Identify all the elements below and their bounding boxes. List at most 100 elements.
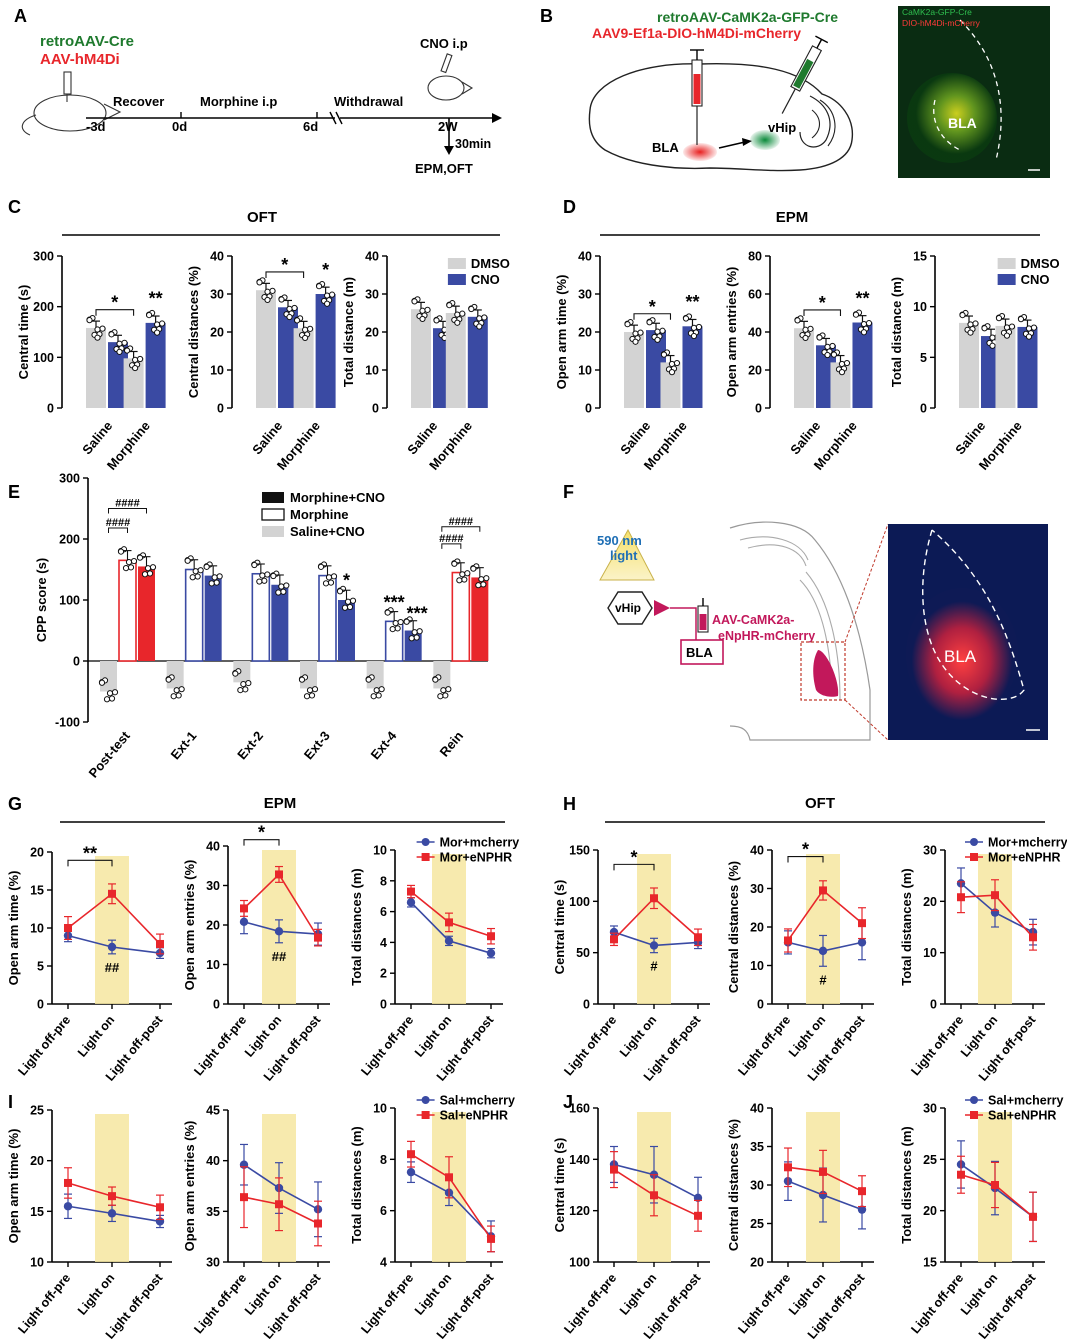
data-point bbox=[784, 936, 792, 945]
legend-label-dmso: DMSO bbox=[471, 256, 510, 271]
section-title-c: OFT bbox=[62, 209, 500, 236]
data-point bbox=[237, 687, 244, 694]
significance-bracket bbox=[243, 839, 280, 846]
data-point bbox=[802, 334, 809, 342]
data-point bbox=[298, 676, 306, 683]
data-point bbox=[108, 889, 116, 898]
data-point bbox=[303, 693, 311, 700]
y-tick-label: 20 bbox=[923, 1204, 937, 1218]
bar-dmso-morphine bbox=[830, 362, 851, 408]
data-point bbox=[695, 323, 703, 331]
y-axis-title: Open arm entries (%) bbox=[724, 267, 739, 398]
y-tick-label: 60 bbox=[748, 288, 762, 302]
data-point bbox=[394, 625, 401, 632]
y-tick-label: 35 bbox=[206, 1205, 220, 1219]
data-point bbox=[261, 577, 268, 584]
data-point bbox=[370, 693, 377, 700]
time-6d: 6d bbox=[303, 119, 318, 134]
y-axis-title: Central distances (%) bbox=[726, 1119, 741, 1251]
data-point bbox=[316, 283, 323, 290]
data-point bbox=[957, 1170, 965, 1179]
y-tick-label: 200 bbox=[59, 533, 80, 547]
data-point bbox=[830, 351, 838, 358]
y-tick-label: 15 bbox=[30, 1205, 44, 1219]
data-point bbox=[857, 938, 867, 947]
bla-region-dot bbox=[683, 143, 717, 161]
data-point bbox=[403, 618, 410, 625]
data-point bbox=[991, 891, 999, 900]
data-point bbox=[659, 327, 666, 334]
chart-E: -100 0 100 200 300 CPP score (s) Post-test Ext-… bbox=[34, 472, 490, 781]
data-point bbox=[240, 1193, 248, 1202]
data-point bbox=[64, 924, 72, 932]
y-tick-label: 20 bbox=[30, 846, 44, 860]
y-tick-label: 30 bbox=[923, 844, 937, 858]
data-point bbox=[461, 576, 468, 583]
data-point bbox=[121, 339, 128, 346]
y-axis-title: Total distances (m) bbox=[899, 868, 914, 986]
bar-cno-morphine bbox=[467, 316, 488, 408]
data-point bbox=[156, 939, 164, 948]
data-point bbox=[857, 1205, 867, 1214]
chart-I1: 10 15 20 25 Open arm time (%) Light off-pre Li… bbox=[6, 1104, 172, 1339]
section-title-oft-h: OFT bbox=[805, 795, 835, 812]
data-point bbox=[373, 687, 380, 694]
y-tick-label: 160 bbox=[569, 1102, 590, 1116]
legend-swatch-cno bbox=[997, 274, 1016, 285]
y-tick-label: 0 bbox=[583, 998, 590, 1012]
chart-I2: 30 35 40 45 Open arm entries (%) Light off-pr… bbox=[182, 1104, 330, 1339]
legend-marker bbox=[970, 838, 978, 846]
significance-star: *** bbox=[384, 593, 405, 613]
bar-saline-cno-rein bbox=[433, 661, 451, 689]
data-point bbox=[365, 676, 372, 683]
data-point bbox=[146, 570, 154, 577]
significance-hash: #### bbox=[115, 498, 139, 510]
bar-dmso-morphine bbox=[293, 328, 314, 408]
significance-bracket bbox=[108, 527, 128, 534]
data-point bbox=[108, 695, 116, 702]
bar-dmso-morphine bbox=[445, 313, 466, 408]
data-point bbox=[117, 548, 125, 555]
bar-morphine-cno-rein bbox=[471, 577, 489, 661]
data-point bbox=[843, 359, 851, 367]
x-tick-label: Light on bbox=[75, 1013, 117, 1060]
significance-star: ** bbox=[685, 292, 699, 312]
data-point bbox=[487, 932, 495, 941]
x-tick-label: Ext-4 bbox=[368, 728, 400, 763]
data-point bbox=[103, 696, 111, 703]
significance-bracket bbox=[108, 508, 147, 514]
data-point bbox=[481, 314, 488, 321]
bar-saline-cno-ext-2 bbox=[233, 661, 251, 683]
data-point bbox=[159, 320, 166, 327]
data-point bbox=[322, 580, 330, 587]
tests-epm-oft: EPM,OFT bbox=[415, 161, 473, 176]
data-point bbox=[308, 692, 316, 699]
significance-bracket bbox=[95, 309, 135, 316]
data-point bbox=[991, 1181, 999, 1189]
data-point bbox=[156, 1203, 164, 1212]
bla-box bbox=[680, 639, 724, 665]
panel-a-timeline: retroAAV-Cre AAV-hM4Di -3d 0d 6d Recover… bbox=[21, 33, 502, 176]
chart-G2: 0 10 20 30 40 Open arm entries (%) Light off-p… bbox=[182, 823, 330, 1084]
significance-star: * bbox=[281, 255, 288, 275]
data-point bbox=[406, 1167, 416, 1177]
x-tick-label: Light off-pre bbox=[358, 1271, 416, 1336]
x-tick-label: Saline bbox=[952, 418, 988, 457]
panel-letter-f: F bbox=[563, 482, 574, 502]
data-point bbox=[432, 676, 439, 683]
y-axis-title: Total distances (m) bbox=[349, 1126, 364, 1244]
virus-retroaav-cre: retroAAV-Cre bbox=[40, 33, 134, 50]
panel-f-schematic: 590 nm light vHip BLA AAV-CaMK2a- eNpHR-… bbox=[597, 521, 1048, 741]
data-point bbox=[816, 334, 823, 341]
significance-star: ** bbox=[149, 289, 163, 309]
x-tick-label: Light on bbox=[617, 1013, 659, 1060]
panel-b-schematic: retroAAV-CaMK2a-GFP-Cre AAV9-Ef1a-DIO-hM… bbox=[588, 6, 1050, 178]
significance-star: * bbox=[802, 840, 809, 860]
x-tick-label: Light off-pre bbox=[358, 1013, 416, 1078]
data-point bbox=[336, 588, 344, 595]
y-tick-label: 15 bbox=[30, 884, 44, 898]
